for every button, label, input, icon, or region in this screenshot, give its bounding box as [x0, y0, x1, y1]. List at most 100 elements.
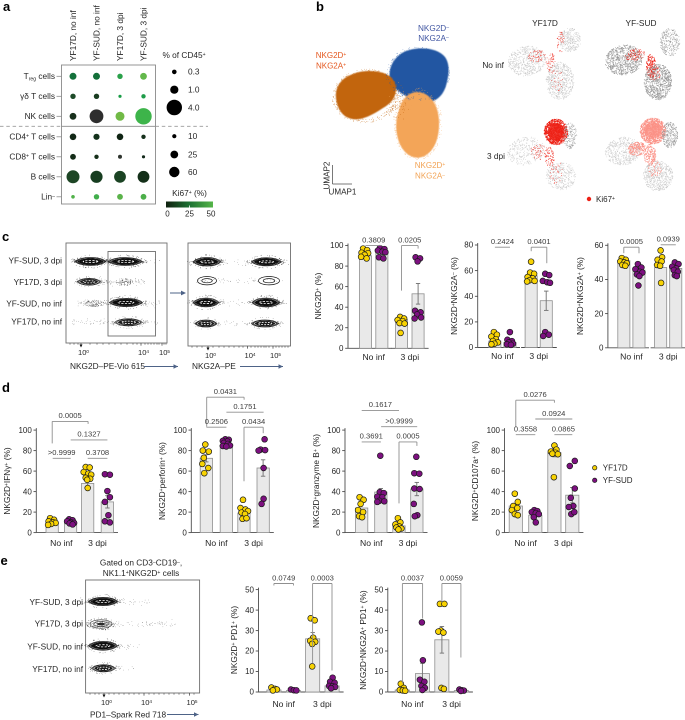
svg-text:20: 20: [335, 323, 344, 332]
svg-text:>0.9999: >0.9999: [48, 448, 76, 457]
svg-text:NKG2D+CD107a+ (%): NKG2D+CD107a+ (%): [470, 441, 480, 521]
svg-text:CD8+ T cells: CD8+ T cells: [9, 152, 55, 162]
svg-text:0.0005: 0.0005: [59, 411, 82, 420]
svg-text:60: 60: [332, 467, 341, 476]
svg-text:3 dpi: 3 dpi: [244, 538, 263, 548]
svg-text:40: 40: [594, 275, 603, 284]
svg-text:YF-SUD: YF-SUD: [626, 18, 657, 28]
svg-text:3 dpi: 3 dpi: [529, 351, 548, 361]
svg-text:60: 60: [491, 467, 500, 476]
svg-text:80: 80: [178, 446, 187, 455]
svg-text:50: 50: [207, 210, 216, 219]
svg-text:105: 105: [159, 348, 170, 357]
svg-text:>0.9999: >0.9999: [385, 417, 413, 426]
svg-text:No inf: No inf: [272, 699, 295, 709]
svg-text:0.0924: 0.0924: [542, 409, 565, 418]
svg-text:NKG2D+: NKG2D+: [415, 161, 446, 170]
svg-text:60: 60: [178, 467, 187, 476]
svg-text:10: 10: [245, 667, 254, 676]
svg-text:NKG2D+ PD1+ (%): NKG2D+ PD1+ (%): [229, 606, 239, 674]
svg-text:No inf: No inf: [620, 351, 643, 361]
svg-text:0.3809: 0.3809: [362, 235, 385, 244]
svg-text:105: 105: [270, 351, 281, 360]
svg-text:40: 40: [23, 487, 32, 496]
svg-text:YF17D, 3 dpi: YF17D, 3 dpi: [115, 12, 125, 61]
svg-text:30: 30: [374, 626, 383, 635]
svg-text:0.0003: 0.0003: [311, 573, 334, 582]
svg-text:0.1617: 0.1617: [369, 400, 392, 409]
svg-text:0: 0: [496, 528, 501, 537]
svg-text:YF17D: YF17D: [532, 18, 558, 28]
svg-text:80: 80: [335, 262, 344, 271]
svg-text:PD1–Spark Red 718: PD1–Spark Red 718: [90, 710, 166, 720]
svg-text:YF-SUD, no inf: YF-SUD, no inf: [6, 298, 62, 308]
svg-text:40: 40: [178, 487, 187, 496]
svg-text:0.0059: 0.0059: [440, 573, 463, 582]
svg-text:e: e: [1, 553, 8, 568]
svg-text:40: 40: [332, 487, 341, 496]
svg-text:NKG2A–PE: NKG2A–PE: [192, 361, 236, 371]
svg-text:0: 0: [165, 210, 170, 219]
svg-text:25: 25: [185, 210, 194, 219]
svg-text:40: 40: [374, 606, 383, 615]
svg-text:104: 104: [138, 348, 149, 357]
svg-text:NK cells: NK cells: [25, 111, 55, 121]
svg-text:3 dpi: 3 dpi: [442, 699, 461, 709]
svg-text:60: 60: [188, 167, 198, 177]
svg-text:0: 0: [336, 528, 341, 537]
svg-text:YF-SUD, 3 dpi: YF-SUD, 3 dpi: [138, 7, 148, 61]
svg-text:NKG2D+NKG2A+ PD1+ (%): NKG2D+NKG2A+ PD1+ (%): [358, 590, 368, 690]
svg-text:20: 20: [491, 508, 500, 517]
svg-text:0.0434: 0.0434: [242, 417, 265, 426]
svg-text:20: 20: [245, 647, 254, 656]
svg-text:No inf: No inf: [50, 538, 73, 548]
svg-text:0.0431: 0.0431: [214, 387, 237, 396]
svg-text:YF-SUD, 3 dpi: YF-SUD, 3 dpi: [9, 256, 63, 266]
svg-text:NKG2A–: NKG2A–: [418, 34, 449, 43]
svg-text:3 dpi: 3 dpi: [399, 538, 418, 548]
svg-text:Treg cells: Treg cells: [24, 71, 55, 83]
svg-text:a: a: [3, 0, 11, 14]
svg-text:20: 20: [332, 508, 341, 517]
svg-text:0: 0: [250, 688, 255, 697]
svg-text:60: 60: [23, 467, 32, 476]
svg-text:Ki67+ (%): Ki67+ (%): [172, 188, 207, 198]
svg-text:80: 80: [491, 446, 500, 455]
svg-text:No inf: No inf: [401, 699, 424, 709]
svg-text:YF17D, no inf: YF17D, no inf: [11, 317, 62, 327]
svg-text:No inf: No inf: [205, 538, 228, 548]
svg-text:40: 40: [491, 487, 500, 496]
svg-text:60: 60: [464, 266, 473, 275]
svg-text:0.0749: 0.0749: [272, 573, 295, 582]
svg-text:c: c: [2, 229, 9, 244]
svg-text:0.0865: 0.0865: [552, 425, 575, 434]
svg-text:d: d: [2, 380, 10, 395]
svg-text:No inf: No inf: [362, 352, 385, 362]
svg-text:20: 20: [594, 309, 603, 318]
svg-text:0.1327: 0.1327: [77, 430, 100, 439]
svg-text:NKG2D–PE-Vio 615: NKG2D–PE-Vio 615: [70, 361, 145, 371]
svg-text:0.0037: 0.0037: [401, 573, 424, 582]
svg-text:YF-SUD, no inf: YF-SUD, no inf: [27, 641, 83, 651]
svg-text:γδ T cells: γδ T cells: [20, 91, 55, 101]
svg-text:80: 80: [332, 446, 341, 455]
svg-text:0.3: 0.3: [188, 67, 200, 77]
svg-text:3 dpi: 3 dpi: [487, 151, 505, 161]
svg-text:104: 104: [244, 351, 255, 360]
svg-text:0.3558: 0.3558: [514, 425, 537, 434]
svg-text:0: 0: [182, 528, 187, 537]
svg-text:0.0005: 0.0005: [620, 237, 643, 246]
svg-text:NKG2D+perforin+ (%): NKG2D+perforin+ (%): [157, 442, 167, 520]
svg-text:NKG2D+IFNγ+ (%): NKG2D+IFNγ+ (%): [2, 447, 12, 515]
svg-text:0: 0: [339, 344, 344, 353]
svg-text:NKG2D+granzyme B+ (%): NKG2D+granzyme B+ (%): [311, 434, 321, 528]
svg-text:NKG2D+NKG2A+ (%): NKG2D+NKG2A+ (%): [575, 257, 585, 335]
svg-text:80: 80: [464, 241, 473, 250]
svg-text:10: 10: [188, 131, 198, 141]
svg-text:50: 50: [245, 585, 254, 594]
svg-text:No inf: No inf: [491, 351, 514, 361]
svg-text:CD4+ T cells: CD4+ T cells: [9, 132, 55, 142]
svg-text:60: 60: [335, 282, 344, 291]
svg-text:100: 100: [78, 348, 89, 357]
svg-text:0.0005: 0.0005: [396, 432, 419, 441]
